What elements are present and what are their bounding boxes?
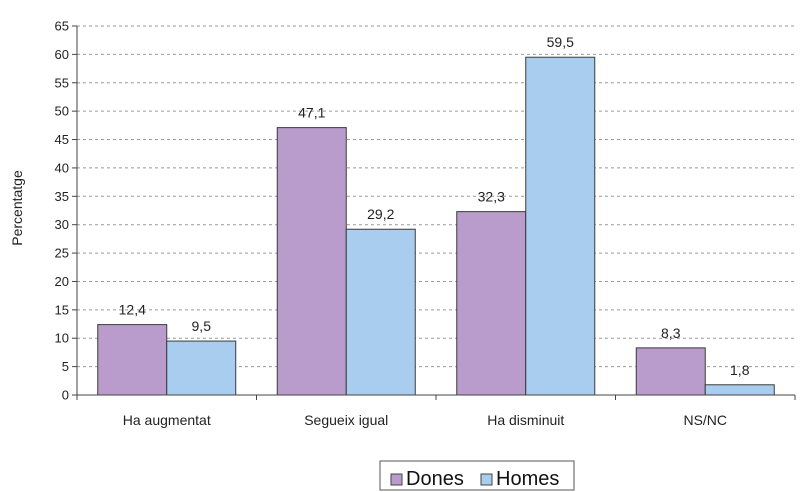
y-tick-label: 10 [55,331,69,346]
y-tick-label: 55 [55,75,69,90]
y-tick-label: 5 [62,359,69,374]
data-label: 8,3 [661,325,681,341]
data-label: 9,5 [192,318,212,334]
category-label: Ha disminuit [487,412,564,428]
y-tick-label: 20 [55,274,69,289]
y-tick-label: 35 [55,189,69,204]
data-label: 59,5 [547,34,574,50]
data-label: 12,4 [119,302,146,318]
y-tick-label: 30 [55,217,69,232]
data-label: 47,1 [298,105,325,121]
bar-homes-1 [345,228,416,396]
bar-homes-3 [704,384,775,396]
bar-dones-0 [97,324,168,396]
y-tick-label: 0 [62,388,69,403]
y-tick-label: 45 [55,132,69,147]
y-tick-label: 25 [55,246,69,261]
legend: Dones Homes [379,460,575,491]
category-label: NS/NC [683,412,727,428]
bar-dones-3 [635,347,706,396]
axes [76,26,796,400]
y-tick-label: 65 [55,19,69,34]
category-labels: Ha augmentat Segueix igual Ha disminuit NS/… [123,412,727,428]
y-tick-label: 40 [55,160,69,175]
grid-lines [77,25,795,368]
bar-dones-2 [456,211,527,396]
category-label: Ha augmentat [123,412,211,428]
category-label: Segueix igual [304,412,388,428]
legend-swatch-homes [480,473,493,486]
bar-homes-0 [166,340,237,396]
data-labels: 12,4 9,5 47,1 29,2 32,3 59,5 8,3 1,8 [119,34,750,378]
data-label: 1,8 [730,362,750,378]
y-axis-label: Percentatge [9,170,25,246]
y-tick-label: 15 [55,302,69,317]
legend-swatch-dones [390,473,403,486]
bars [97,56,775,396]
legend-label-dones: Dones [406,468,464,490]
y-axis-ticks: 0 5 10 15 20 25 30 35 40 45 50 55 60 65 [55,19,77,403]
bar-dones-1 [276,127,347,396]
legend-border [379,460,575,491]
bar-homes-2 [525,56,596,396]
legend-label-homes: Homes [496,468,559,490]
y-tick-label: 60 [55,47,69,62]
data-label: 32,3 [478,189,505,205]
y-tick-label: 50 [55,104,69,119]
data-label: 29,2 [367,206,394,222]
